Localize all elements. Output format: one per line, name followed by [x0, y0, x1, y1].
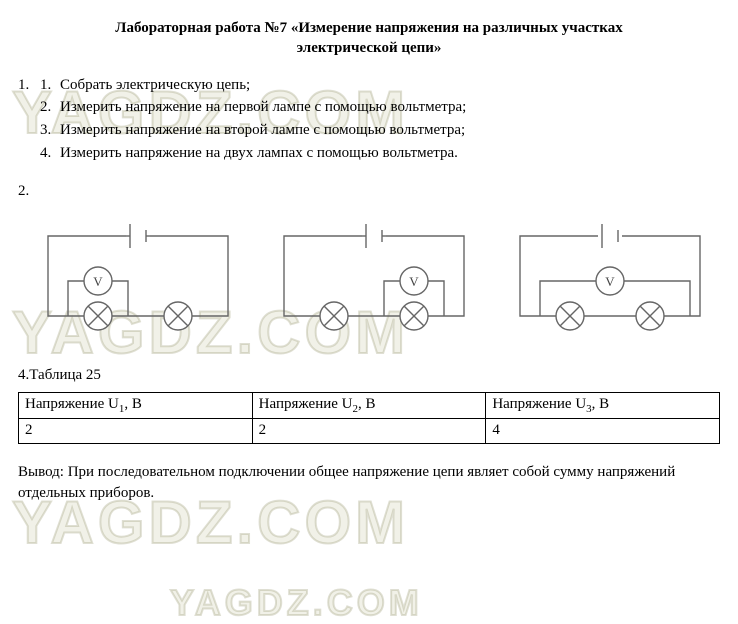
- svg-text:V: V: [605, 274, 615, 289]
- outer-marker: [18, 143, 40, 165]
- table-value-cell: 4: [486, 418, 720, 443]
- step-number: 2.: [40, 97, 60, 119]
- outer-marker: [18, 97, 40, 119]
- step-row: 2.Измерить напряжение на первой лампе с …: [18, 97, 720, 119]
- conclusion: Вывод: При последовательном подключении …: [18, 462, 720, 506]
- title-line-1: Лабораторная работа №7 «Измерение напряж…: [115, 20, 622, 36]
- table-header-row: Напряжение U1, ВНапряжение U2, ВНапряжен…: [19, 392, 720, 418]
- data-table: Напряжение U1, ВНапряжение U2, ВНапряжен…: [18, 392, 720, 444]
- svg-text:V: V: [409, 274, 419, 289]
- step-row: 3.Измерить напряжение на второй лампе с …: [18, 120, 720, 142]
- table-value-cell: 2: [19, 418, 253, 443]
- table-header-cell: Напряжение U1, В: [19, 392, 253, 418]
- step-text: Измерить напряжение на второй лампе с по…: [60, 120, 720, 142]
- table-value-row: 224: [19, 418, 720, 443]
- step-number: 4.: [40, 143, 60, 165]
- table-value-cell: 2: [252, 418, 486, 443]
- circuit-diagrams: VVV: [18, 206, 720, 351]
- watermark: YAGDZ.COM: [170, 582, 423, 624]
- step-list: 1.1.Собрать электрическую цепь;2.Измерит…: [18, 75, 720, 165]
- outer-marker: 1.: [18, 75, 40, 97]
- step-row: 4.Измерить напряжение на двух лампах с п…: [18, 143, 720, 165]
- table-header-cell: Напряжение U2, В: [252, 392, 486, 418]
- title-line-2: электрической цепи»: [297, 40, 442, 56]
- conclusion-text: При последовательном подключении общее н…: [18, 464, 675, 502]
- step-text: Измерить напряжение на первой лампе с по…: [60, 97, 720, 119]
- table-header-cell: Напряжение U3, В: [486, 392, 720, 418]
- circuit-svg: V: [490, 206, 720, 346]
- circuit: V: [254, 206, 484, 351]
- step-text: Измерить напряжение на двух лампах с пом…: [60, 143, 720, 165]
- circuit: V: [490, 206, 720, 351]
- table-caption: 4.Таблица 25: [18, 367, 720, 384]
- step-number: 1.: [40, 75, 60, 97]
- step-text: Собрать электрическую цепь;: [60, 75, 720, 97]
- svg-text:V: V: [93, 274, 103, 289]
- circuit-svg: V: [18, 206, 248, 346]
- circuit: V: [18, 206, 248, 351]
- outer-marker: [18, 120, 40, 142]
- step-row: 1.1.Собрать электрическую цепь;: [18, 75, 720, 97]
- page-title: Лабораторная работа №7 «Измерение напряж…: [18, 18, 720, 59]
- conclusion-label: Вывод:: [18, 464, 64, 480]
- section-2-marker: 2.: [18, 183, 720, 200]
- step-number: 3.: [40, 120, 60, 142]
- circuit-svg: V: [254, 206, 484, 346]
